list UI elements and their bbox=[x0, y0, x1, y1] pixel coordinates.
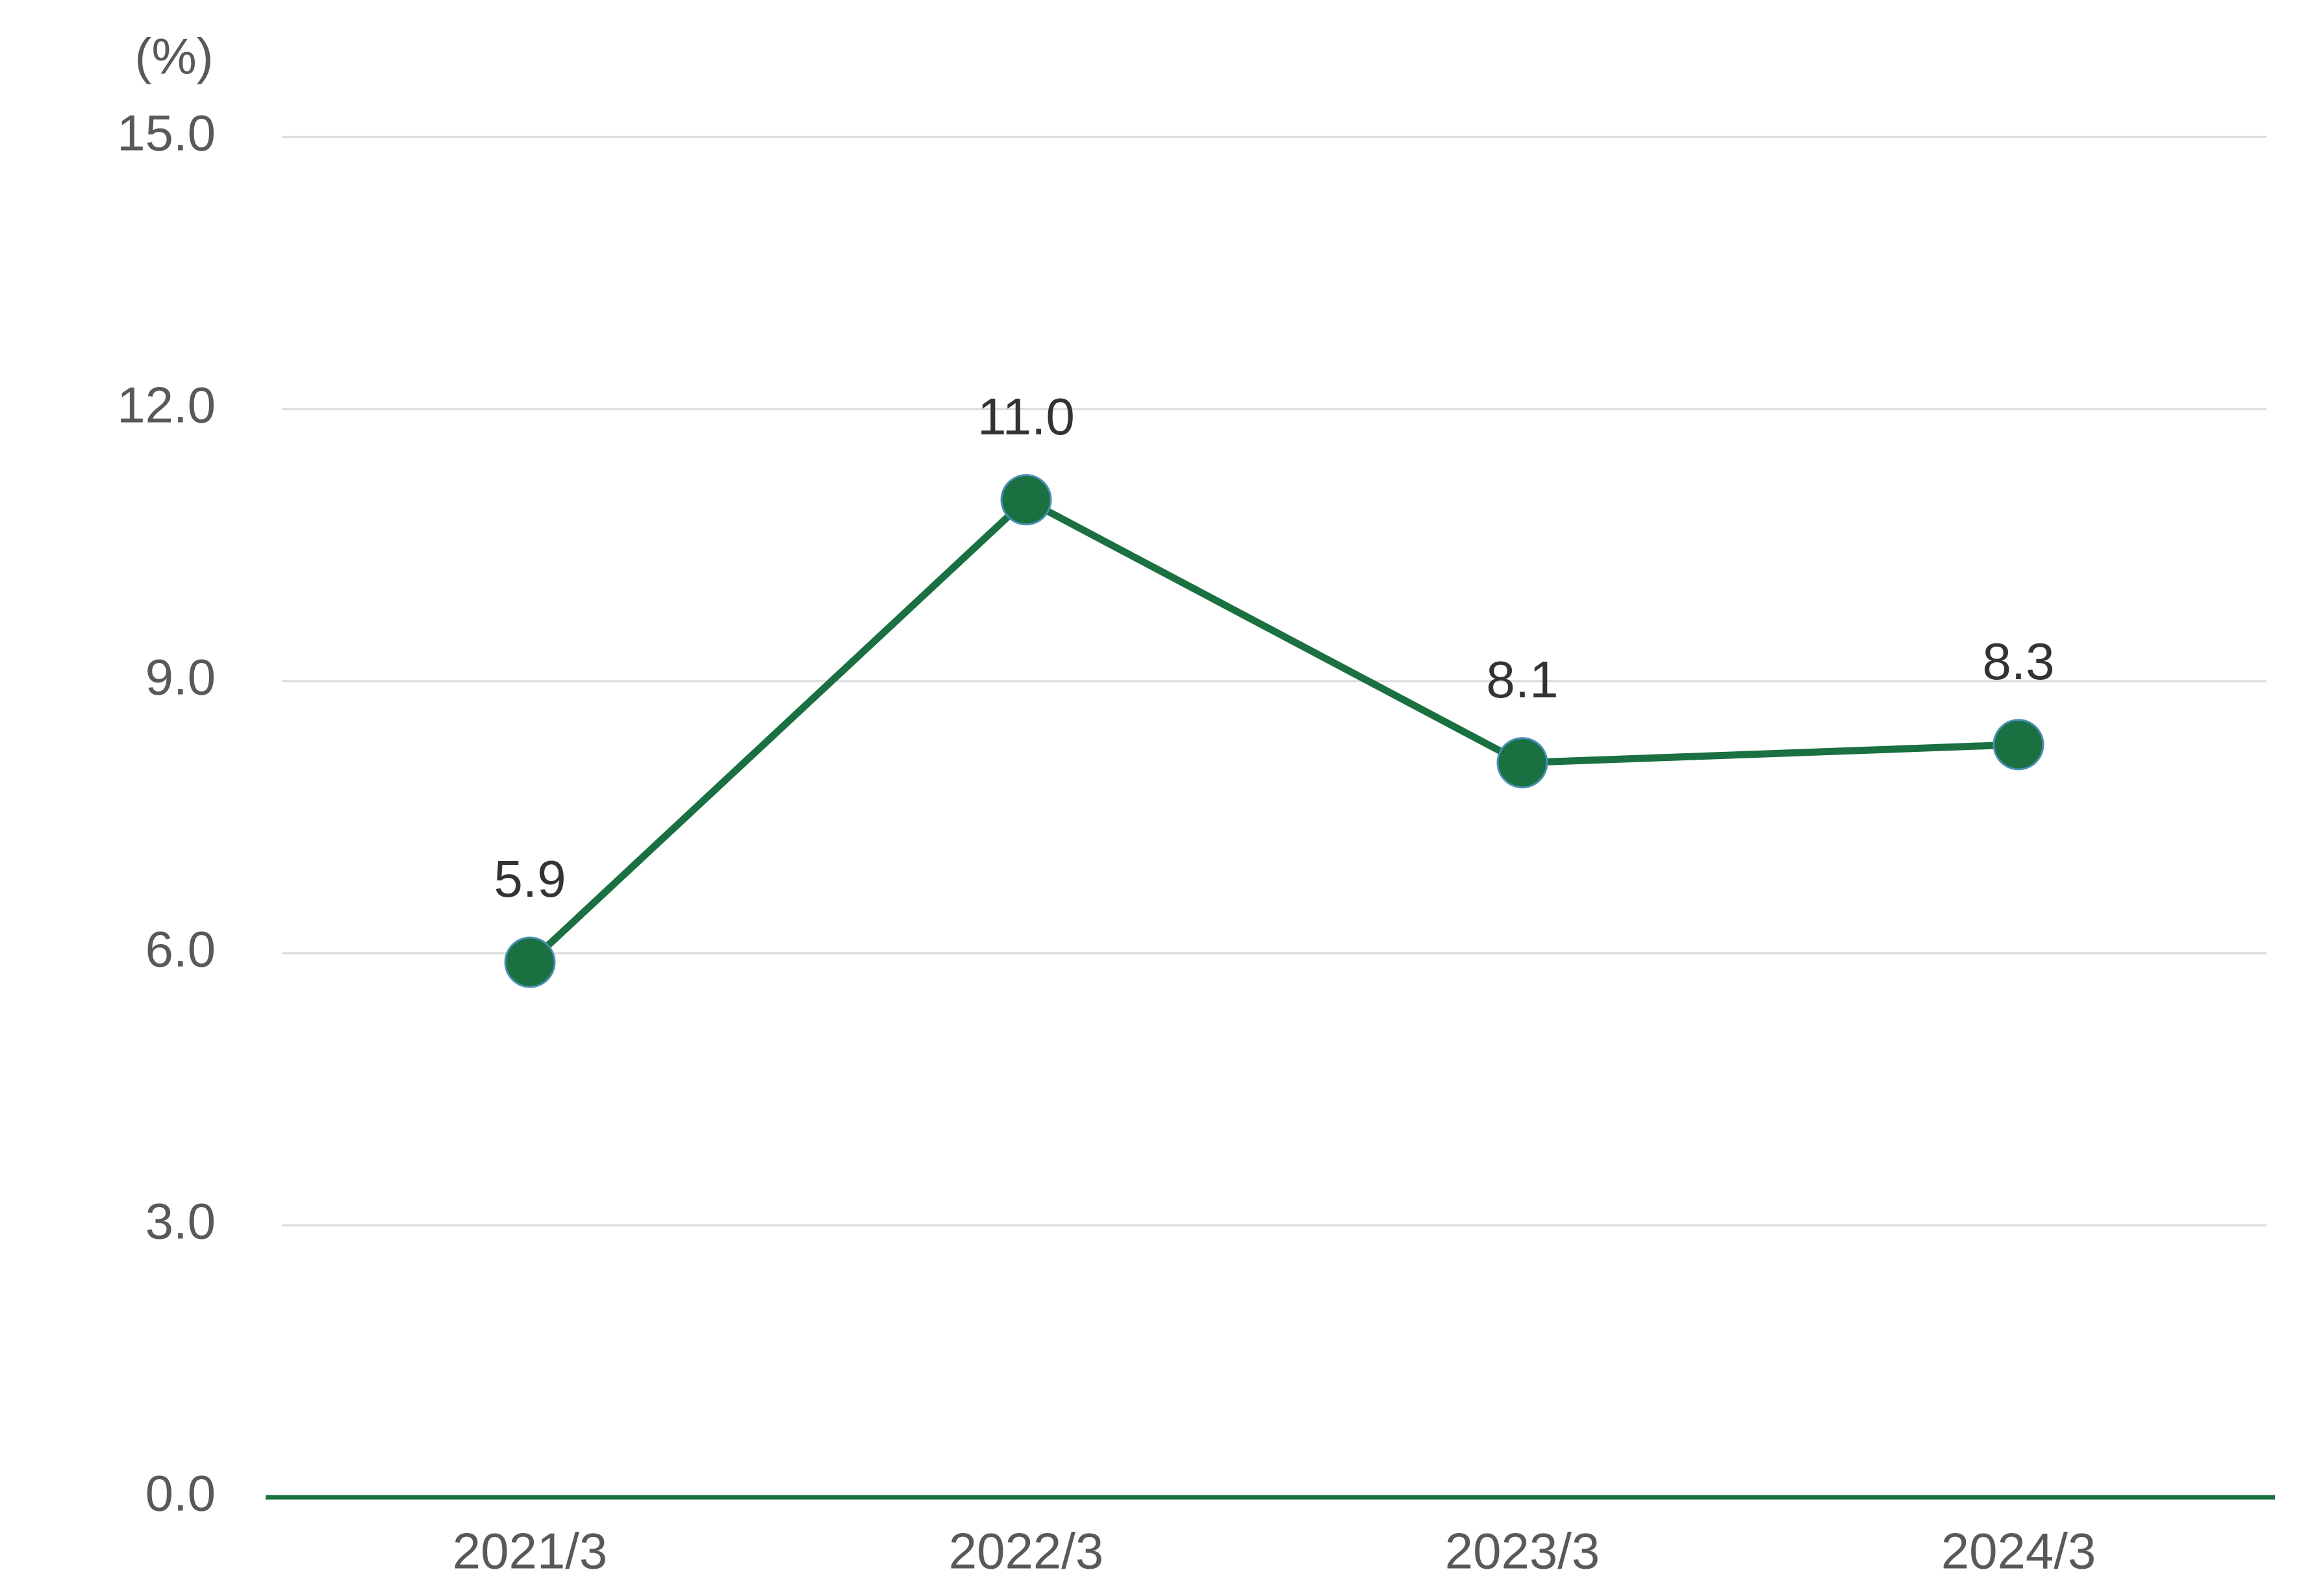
y-tick-label: 0.0 bbox=[145, 1465, 216, 1522]
x-tick-label: 2023/3 bbox=[1445, 1523, 1600, 1580]
y-tick-label: 12.0 bbox=[117, 377, 216, 434]
marker bbox=[1496, 737, 1548, 789]
unit-label: (%) bbox=[134, 28, 213, 85]
marker bbox=[1993, 719, 2044, 771]
y-tick-label: 3.0 bbox=[145, 1193, 216, 1250]
x-tick-label: 2022/3 bbox=[949, 1523, 1104, 1580]
marker bbox=[504, 936, 556, 988]
y-tick-label: 15.0 bbox=[117, 105, 216, 162]
x-tick-label: 2021/3 bbox=[453, 1523, 608, 1580]
marker bbox=[1000, 474, 1052, 526]
x-tick-label: 2024/3 bbox=[1941, 1523, 2096, 1580]
y-tick-label: 9.0 bbox=[145, 649, 216, 706]
value-label: 11.0 bbox=[977, 388, 1075, 445]
value-label: 8.1 bbox=[1486, 651, 1558, 708]
value-label: 8.3 bbox=[1982, 632, 2054, 690]
series-line bbox=[527, 495, 2019, 965]
y-tick-label: 6.0 bbox=[145, 921, 216, 978]
value-label: 5.9 bbox=[494, 850, 566, 908]
